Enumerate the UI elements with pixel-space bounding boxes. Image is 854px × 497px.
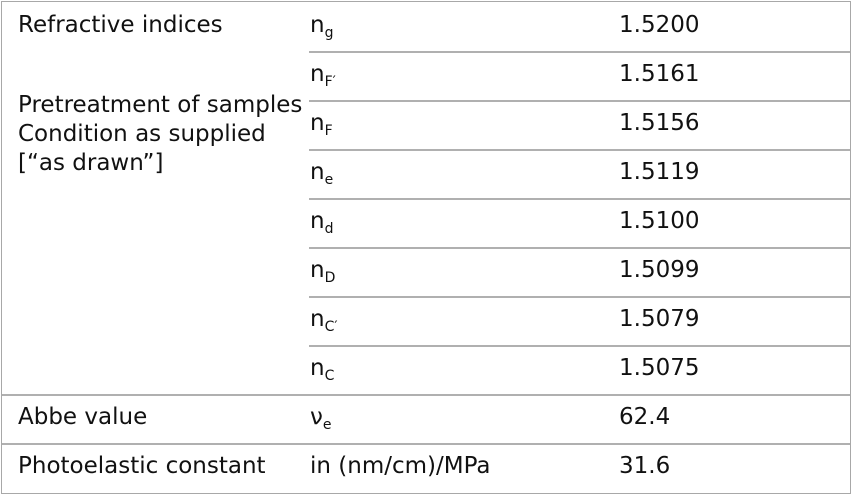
pretreatment-note-line-2: Condition as supplied: [18, 121, 266, 147]
photoelastic-value: 31.6: [619, 453, 671, 479]
row-divider: [309, 198, 850, 200]
symbol-n-f-prime: nF′: [310, 61, 336, 90]
value-n-c-prime: 1.5079: [619, 306, 700, 332]
symbol-n-g: ng: [310, 12, 334, 41]
pretreatment-note-line-3: [“as drawn”]: [18, 150, 164, 176]
symbol-n-e: ne: [310, 159, 334, 188]
value-n-d-upper: 1.5099: [619, 257, 700, 283]
value-n-f-prime: 1.5161: [619, 61, 700, 87]
symbol-n-c-prime: nC′: [310, 306, 338, 335]
value-n-e: 1.5119: [619, 159, 700, 185]
value-n-f: 1.5156: [619, 110, 700, 136]
pretreatment-note-line-1: Pretreatment of samples: [18, 92, 303, 118]
row-divider: [309, 149, 850, 151]
row-divider: [309, 247, 850, 249]
value-n-g: 1.5200: [619, 12, 700, 38]
photoelastic-constant-label: Photoelastic constant: [18, 453, 266, 479]
row-divider: [309, 345, 850, 347]
refractive-indices-label: Refractive indices: [18, 12, 223, 38]
row-divider: [309, 51, 850, 53]
abbe-value-label: Abbe value: [18, 404, 148, 430]
section-divider: [2, 443, 850, 445]
value-n-c: 1.5075: [619, 355, 700, 381]
symbol-n-d-upper: nD: [310, 257, 336, 286]
row-divider: [309, 296, 850, 298]
symbol-n-f: nF: [310, 110, 333, 139]
symbol-nu-e: νe: [310, 404, 332, 433]
symbol-n-d-lower: nd: [310, 208, 334, 237]
value-n-d-lower: 1.5100: [619, 208, 700, 234]
photoelastic-unit: in (nm/cm)/MPa: [310, 453, 491, 479]
row-divider: [309, 100, 850, 102]
symbol-n-c: nC: [310, 355, 335, 384]
abbe-value: 62.4: [619, 404, 671, 430]
section-divider: [2, 394, 850, 396]
